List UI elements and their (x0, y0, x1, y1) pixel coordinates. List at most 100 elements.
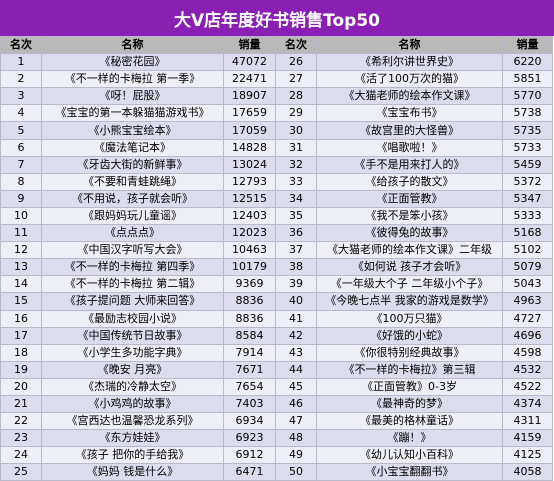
rank-cell: 15 (0, 292, 42, 311)
sales-cell: 4963 (502, 292, 553, 311)
sales-cell: 17059 (223, 121, 276, 140)
sales-cell: 7914 (223, 343, 276, 362)
sales-cell: 5738 (502, 104, 553, 123)
rank-cell: 37 (275, 241, 317, 260)
sales-cell: 4727 (502, 309, 553, 328)
book-name-cell: 《最神奇的梦》 (316, 394, 503, 414)
book-name-cell: 《小宝宝翻翻书》 (316, 463, 503, 481)
rank-cell: 13 (0, 258, 42, 277)
rank-cell: 36 (275, 224, 317, 243)
rank-cell: 28 (275, 87, 317, 106)
table-row: 21 《小鸡鸡的故事》 7403 46 《最神奇的梦》 4374 (0, 394, 553, 414)
rank-cell: 29 (275, 104, 317, 123)
rank-cell: 9 (0, 189, 42, 208)
sales-cell: 6220 (502, 53, 553, 72)
sales-cell: 7671 (223, 360, 276, 379)
table-row: 22 《宫西达也温馨恐龙系列》 6934 47 《最美的格林童话》 4311 (0, 412, 553, 431)
rank-cell: 43 (275, 343, 317, 362)
book-name-cell: 《手不是用来打人的》 (316, 155, 503, 174)
table-row: 23 《东方娃娃》 6923 48 《蹦！》 4159 (0, 429, 553, 448)
book-name-cell: 《宝宝的第一本躲猫猫游戏书》 (41, 104, 224, 123)
book-name-cell: 《不一样的卡梅拉 第二辑》 (41, 275, 224, 294)
header-rank-left: 名次 (0, 35, 42, 55)
sales-cell: 10463 (223, 241, 276, 260)
table-row: 20 《杰瑞的冷静太空》 7654 45 《正面管教》0-3岁 4522 (0, 377, 553, 396)
rank-cell: 40 (275, 292, 317, 311)
header-row: 名次 名称 销量 名次 名称 销量 (0, 35, 553, 55)
sheet-title: 大V店年度好书销售Top50 (0, 0, 554, 36)
sales-cell: 22471 (223, 70, 276, 89)
book-name-cell: 《我不是笨小孩》 (316, 206, 503, 226)
rank-cell: 26 (275, 53, 317, 72)
book-name-cell: 《小学生多功能字典》 (41, 343, 224, 362)
header-name-right: 名称 (316, 35, 503, 55)
book-name-cell: 《不要和青蛙跳绳》 (41, 172, 224, 191)
table-row: 18 《小学生多功能字典》 7914 43 《你很特别经典故事》 4598 (0, 343, 553, 362)
book-name-cell: 《不用说，孩子就会听》 (41, 189, 224, 208)
rank-cell: 33 (275, 172, 317, 191)
book-name-cell: 《孩子 把你的手给我》 (41, 446, 224, 465)
table-row: 12 《中国汉字听写大会》 10463 37 《大猫老师的绘本作文课》二年级 5102 (0, 241, 553, 260)
book-name-cell: 《你很特别经典故事》 (316, 343, 503, 362)
table-row: 10 《跟妈妈玩儿童谣》 12403 35 《我不是笨小孩》 5333 (0, 206, 553, 226)
sales-cell: 4598 (502, 343, 553, 362)
book-name-cell: 《小熊宝宝绘本》 (41, 121, 224, 140)
rank-cell: 31 (275, 138, 317, 157)
rank-cell: 17 (0, 326, 42, 345)
rank-cell: 12 (0, 241, 42, 260)
sales-cell: 47072 (223, 53, 276, 72)
book-name-cell: 《活了100万次的猫》 (316, 70, 503, 89)
rank-cell: 14 (0, 275, 42, 294)
book-name-cell: 《最励志校园小说》 (41, 309, 224, 328)
book-name-cell: 《正面管教》0-3岁 (316, 377, 503, 396)
book-name-cell: 《晚安 月亮》 (41, 360, 224, 379)
rank-cell: 19 (0, 360, 42, 379)
sales-cell: 14828 (223, 138, 276, 157)
book-name-cell: 《幼儿认知小百科》 (316, 446, 503, 465)
sales-cell: 5770 (502, 87, 553, 106)
rank-cell: 27 (275, 70, 317, 89)
sales-cell: 10179 (223, 258, 276, 277)
rank-cell: 1 (0, 53, 42, 72)
sales-cell: 13024 (223, 155, 276, 174)
rank-cell: 2 (0, 70, 42, 89)
rank-cell: 35 (275, 206, 317, 226)
book-name-cell: 《魔法笔记本》 (41, 138, 224, 157)
book-name-cell: 《给孩子的散文》 (316, 172, 503, 191)
sales-cell: 12515 (223, 189, 276, 208)
table-row: 8 《不要和青蛙跳绳》 12793 33 《给孩子的散文》 5372 (0, 172, 553, 191)
sales-cell: 5851 (502, 70, 553, 89)
rank-cell: 39 (275, 275, 317, 294)
book-name-cell: 《宫西达也温馨恐龙系列》 (41, 412, 224, 431)
table-row: 15 《孩子提问题 大师来回答》 8836 40 《今晚七点半 我家的游戏是数学》 496… (0, 292, 553, 311)
sales-cell: 7654 (223, 377, 276, 396)
rank-cell: 3 (0, 87, 42, 106)
sales-cell: 4159 (502, 429, 553, 448)
book-name-cell: 《大猫老师的绘本作文课》二年级 (316, 241, 503, 260)
book-name-cell: 《不一样的卡梅拉 第四季》 (41, 258, 224, 277)
book-name-cell: 《一年级大个子 二年级小个子》 (316, 275, 503, 294)
table-body: 1 《秘密花园》 47072 26 《希利尔讲世界史》 6220 2 《不一样的卡梅拉 第一季… (0, 53, 553, 481)
table-row: 1 《秘密花园》 47072 26 《希利尔讲世界史》 6220 (0, 53, 553, 72)
book-name-cell: 《杰瑞的冷静太空》 (41, 377, 224, 396)
book-name-cell: 《如何说 孩子才会听》 (316, 258, 503, 277)
table-row: 13 《不一样的卡梅拉 第四季》 10179 38 《如何说 孩子才会听》 5079 (0, 258, 553, 277)
rank-cell: 20 (0, 377, 42, 396)
sales-cell: 8836 (223, 292, 276, 311)
sales-cell: 4125 (502, 446, 553, 465)
book-name-cell: 《中国汉字听写大会》 (41, 241, 224, 260)
sales-cell: 5079 (502, 258, 553, 277)
rank-cell: 41 (275, 309, 317, 328)
ranking-table: 名次 名称 销量 名次 名称 销量 1 《秘密花园》 47072 26 《希利尔讲世界史… (0, 35, 553, 481)
book-name-cell: 《蹦！》 (316, 429, 503, 448)
table-row: 3 《呀！屁股》 18907 28 《大猫老师的绘本作文课》 5770 (0, 87, 553, 106)
book-name-cell: 《牙齿大街的新鲜事》 (41, 155, 224, 174)
book-name-cell: 《不一样的卡梅拉》第三辑 (316, 360, 503, 379)
rank-cell: 49 (275, 446, 317, 465)
header-sales-right: 销量 (502, 35, 553, 55)
rank-cell: 38 (275, 258, 317, 277)
book-name-cell: 《唱歌啦！》 (316, 138, 503, 157)
rank-cell: 32 (275, 155, 317, 174)
rank-cell: 10 (0, 206, 42, 226)
sales-cell: 5043 (502, 275, 553, 294)
